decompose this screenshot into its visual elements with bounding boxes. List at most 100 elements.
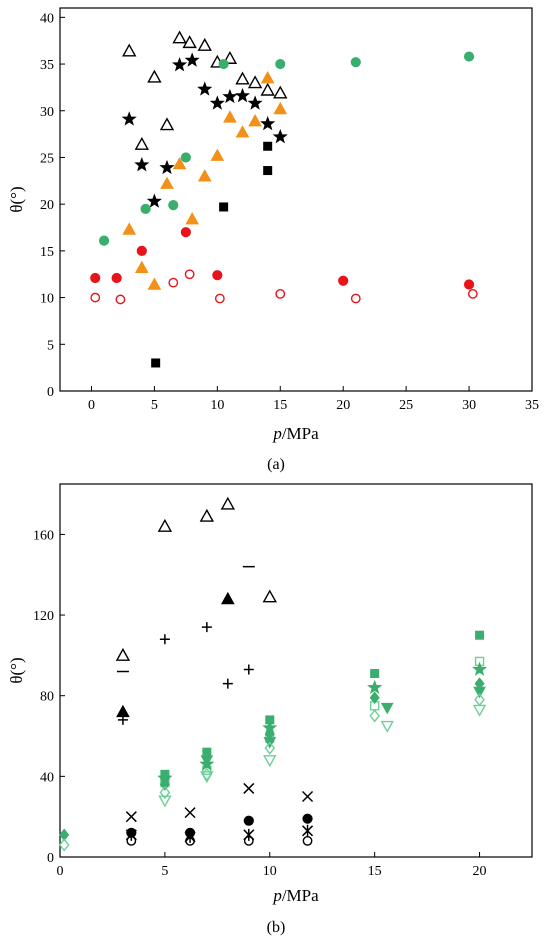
x-axis-label-unit-a: /MPa [282,424,319,443]
data-point-open-circle [467,288,478,299]
data-point-open-diamond [159,785,171,800]
data-point-open-triangle-down [380,720,394,733]
data-point-filled-square [370,669,380,679]
data-point-filled-triangle [223,110,237,123]
data-point-open-triangle [235,71,250,85]
data-point-open-diamond [58,838,70,852]
x-tick-label-a: 35 [525,398,539,413]
data-point-star [121,111,137,126]
data-point-filled-square [202,747,212,757]
data-point-open-circle [214,293,225,304]
data-point-open-triangle [222,51,238,64]
data-point-open-circle [302,835,313,846]
y-axis-label-a: θ(°) [7,186,26,212]
data-point-cross [184,807,196,819]
y-tick-label-a: 25 [40,151,54,166]
data-point-open-triangle-down [263,755,277,768]
y-tick-label-a: 20 [40,198,54,213]
data-point-open-triangle [159,117,175,131]
data-point-open-triangle [247,75,263,89]
panel-b: 0 5 10 15 20 0 40 80 120 160 θ(°) p/MPa (b) [7,483,533,936]
data-point-filled-circle [463,279,475,290]
y-tick-label-b: 40 [40,770,54,785]
data-point-filled-triangle [197,169,212,182]
x-tick-label-b: 0 [57,864,64,879]
data-point-open-triangle-down [472,704,487,717]
data-point-star [197,81,213,96]
x-axis-label-a: p/MPa [272,424,319,443]
x-tick-label-a: 30 [462,398,476,413]
data-point-filled-triangle [248,114,262,127]
data-point-filled-circle [212,270,223,281]
data-point-open-triangle-down [158,795,172,808]
data-point-open-triangle [262,589,277,603]
y-tick-label-b: 80 [40,690,54,705]
data-point-filled-circle [111,272,122,284]
data-point-filled-triangle-down [200,755,214,767]
data-point-star [260,115,276,131]
data-point-star [234,87,251,103]
data-point-open-triangle [115,647,131,661]
data-point-filled-circle [126,827,137,838]
data-point-open-circle [90,292,101,303]
data-point-filled-triangle-down [380,702,394,715]
data-point-filled-triangle [235,125,250,138]
y-tick-label-a: 5 [47,338,54,353]
axis-ticks-b: 0 5 10 15 20 0 40 80 120 160 [33,528,487,879]
y-tick-label-b: 160 [33,528,54,543]
panel-caption-b: (b) [267,919,286,936]
data-point-filled-triangle [147,277,162,290]
data-point-open-circle [126,835,137,846]
data-point-filled-square [263,166,273,176]
data-point-filled-triangle [185,212,200,225]
data-point-open-triangle [199,508,215,522]
x-tick-label-b: 5 [161,864,168,879]
data-point-filled-triangle [260,71,275,84]
axis-ticks-a: 0 5 10 15 20 25 30 35 0 5 10 15 20 25 30 35 40 [40,11,539,413]
data-point-filled-circle [140,203,151,214]
data-point-filled-triangle [172,156,187,170]
plot-frame-b [59,483,533,858]
panel-a: 0 5 10 15 20 25 30 35 0 5 10 15 20 25 30 35 40 θ(°) p/MP… [7,7,539,473]
data-point-star [159,159,175,175]
data-point-star [184,52,200,67]
data-point-star [367,679,383,695]
plot-frame-a [59,7,533,392]
data-points-a [90,30,478,368]
data-point-open-circle [184,269,195,280]
data-point-filled-circle [98,235,110,246]
data-point-filled-circle [350,57,361,68]
data-point-plus [222,678,233,689]
data-point-open-circle [275,288,286,299]
data-point-filled-diamond [369,691,380,705]
data-point-filled-square [151,358,161,368]
data-point-star [146,193,162,208]
x-axis-label-b: p/MPa [272,886,319,905]
data-point-asterisk [302,824,314,837]
data-point-star [247,95,263,110]
data-point-open-diamond [264,741,276,755]
data-point-filled-square [219,202,229,212]
x-tick-label-a: 0 [88,398,95,413]
x-axis-label-unit-b: /MPa [282,886,319,905]
x-tick-label-b: 20 [473,864,487,879]
data-point-filled-circle [302,813,313,824]
panel-caption-a: (a) [267,456,285,473]
data-point-filled-triangle [122,222,137,235]
data-point-open-triangle [260,82,275,96]
data-point-filled-triangle [210,148,225,161]
data-point-open-circle [168,277,179,288]
data-point-open-circle [350,293,361,304]
data-point-filled-circle [463,51,475,62]
y-tick-label-a: 0 [47,385,54,400]
data-point-filled-circle [168,200,179,211]
data-point-open-triangle [197,37,212,51]
data-point-cross [125,811,137,823]
data-point-filled-square [263,141,273,151]
y-tick-label-a: 35 [40,58,54,73]
data-point-open-circle [115,294,126,305]
y-tick-label-a: 10 [40,292,54,307]
data-point-open-triangle [157,518,173,532]
data-point-filled-triangle [160,176,174,189]
data-point-filled-circle [136,245,147,256]
